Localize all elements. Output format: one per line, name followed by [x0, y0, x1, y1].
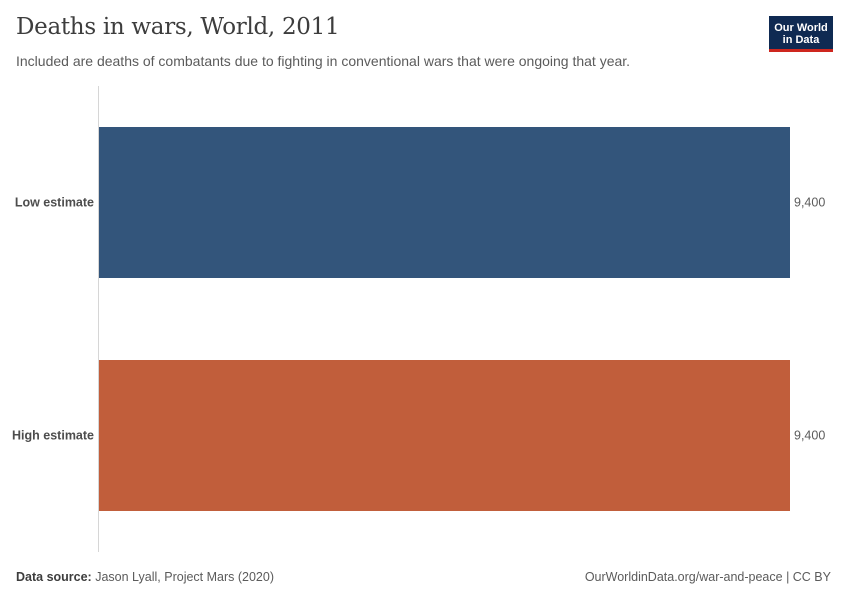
- data-source-text: Jason Lyall, Project Mars (2020): [95, 570, 274, 584]
- chart-subtitle: Included are deaths of combatants due to…: [16, 53, 631, 69]
- source-url-license[interactable]: OurWorldinData.org/war-and-peace | CC BY: [584, 570, 831, 584]
- logo-line-2: in Data: [782, 34, 820, 46]
- category-label: Low estimate: [15, 196, 94, 210]
- bar-high-estimate[interactable]: [99, 360, 790, 511]
- data-source: Data source: Jason Lyall, Project Mars (…: [16, 570, 274, 584]
- chart-title: Deaths in wars, World, 2011: [16, 14, 340, 40]
- bar-low-estimate[interactable]: [99, 127, 790, 278]
- value-label: 9,400: [794, 196, 825, 210]
- value-label: 9,400: [794, 429, 825, 443]
- category-label: High estimate: [12, 429, 94, 443]
- logo-line-1: Our World: [774, 22, 828, 34]
- data-source-label: Data source:: [16, 570, 92, 584]
- owid-logo[interactable]: Our World in Data: [769, 16, 833, 52]
